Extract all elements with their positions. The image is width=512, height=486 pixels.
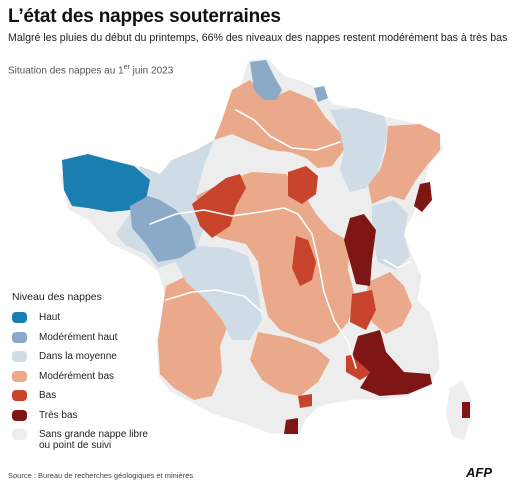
corsica xyxy=(446,380,472,440)
legend-swatch-moderement-bas xyxy=(12,370,27,382)
legend-label: Dans la moyenne xyxy=(39,351,117,362)
map-legend: Niveau des nappes Haut Modérément haut D… xyxy=(12,291,148,463)
zone-tres-bas-provence xyxy=(352,330,432,396)
zone-tres-bas-alsace xyxy=(414,182,432,212)
legend-swatch-moderement-haut xyxy=(12,331,27,343)
source-note: Source : Bureau de recherches géologique… xyxy=(8,471,194,480)
zone-moderement-bas-east xyxy=(368,124,440,204)
zone-moyenne-alps xyxy=(372,200,410,270)
afp-logo: AFP xyxy=(466,465,492,480)
zone-bas-center xyxy=(292,236,316,286)
rivers xyxy=(149,109,411,369)
legend-item-tres-bas: Très bas xyxy=(12,409,148,430)
zone-moderement-bas-north xyxy=(214,80,344,168)
zone-tres-bas-roussillon xyxy=(284,418,298,434)
legend-swatch-bas xyxy=(12,390,27,401)
zone-bas-rhone xyxy=(350,290,376,330)
date-label: Situation des nappes au 1er juin 2023 xyxy=(8,64,174,77)
zone-tres-bas-corsica xyxy=(462,402,470,418)
zone-bas-pyrenees xyxy=(298,394,312,408)
zone-moyenne-northeast xyxy=(330,108,388,192)
zone-haut-brittany xyxy=(62,154,150,212)
legend-swatch-tres-bas xyxy=(12,409,27,421)
zone-tres-bas-burgundy xyxy=(344,214,376,286)
legend-swatch-sans-nappe xyxy=(12,429,27,440)
legend-item-bas: Bas xyxy=(12,390,148,410)
legend-swatch-moyenne xyxy=(12,351,27,362)
legend-item-moderement-bas: Modérément bas xyxy=(12,370,148,391)
zone-moderement-haut-west xyxy=(130,196,196,262)
legend-label: Modérément bas xyxy=(39,370,115,382)
zone-moderement-haut-north xyxy=(250,60,282,100)
zone-bas-north-center xyxy=(288,166,318,204)
legend-item-sans-nappe: Sans grande nappe libre ou point de suiv… xyxy=(12,429,148,463)
legend-title: Niveau des nappes xyxy=(12,291,102,303)
zone-moderement-haut-ne xyxy=(314,86,328,102)
legend-item-moyenne: Dans la moyenne xyxy=(12,351,148,371)
zone-moderement-bas-southeast xyxy=(366,272,412,334)
legend-label: Modérément haut xyxy=(39,331,118,343)
zone-bas-loire xyxy=(192,174,246,238)
legend-label: Très bas xyxy=(39,409,78,421)
legend-label: Haut xyxy=(39,312,61,323)
legend-label: Sans grande nappe libre ou point de suiv… xyxy=(39,429,148,451)
map-subtitle: Malgré les pluies du début du printemps,… xyxy=(8,32,508,44)
legend-swatch-haut xyxy=(12,312,27,323)
legend-item-haut: Haut xyxy=(12,312,148,332)
legend-label: Bas xyxy=(39,390,57,401)
zone-moderement-bas-south xyxy=(250,332,330,396)
map-title: L’état des nappes souterraines xyxy=(8,6,281,27)
zone-moyenne-center xyxy=(174,246,262,340)
legend-item-moderement-haut: Modérément haut xyxy=(12,331,148,352)
